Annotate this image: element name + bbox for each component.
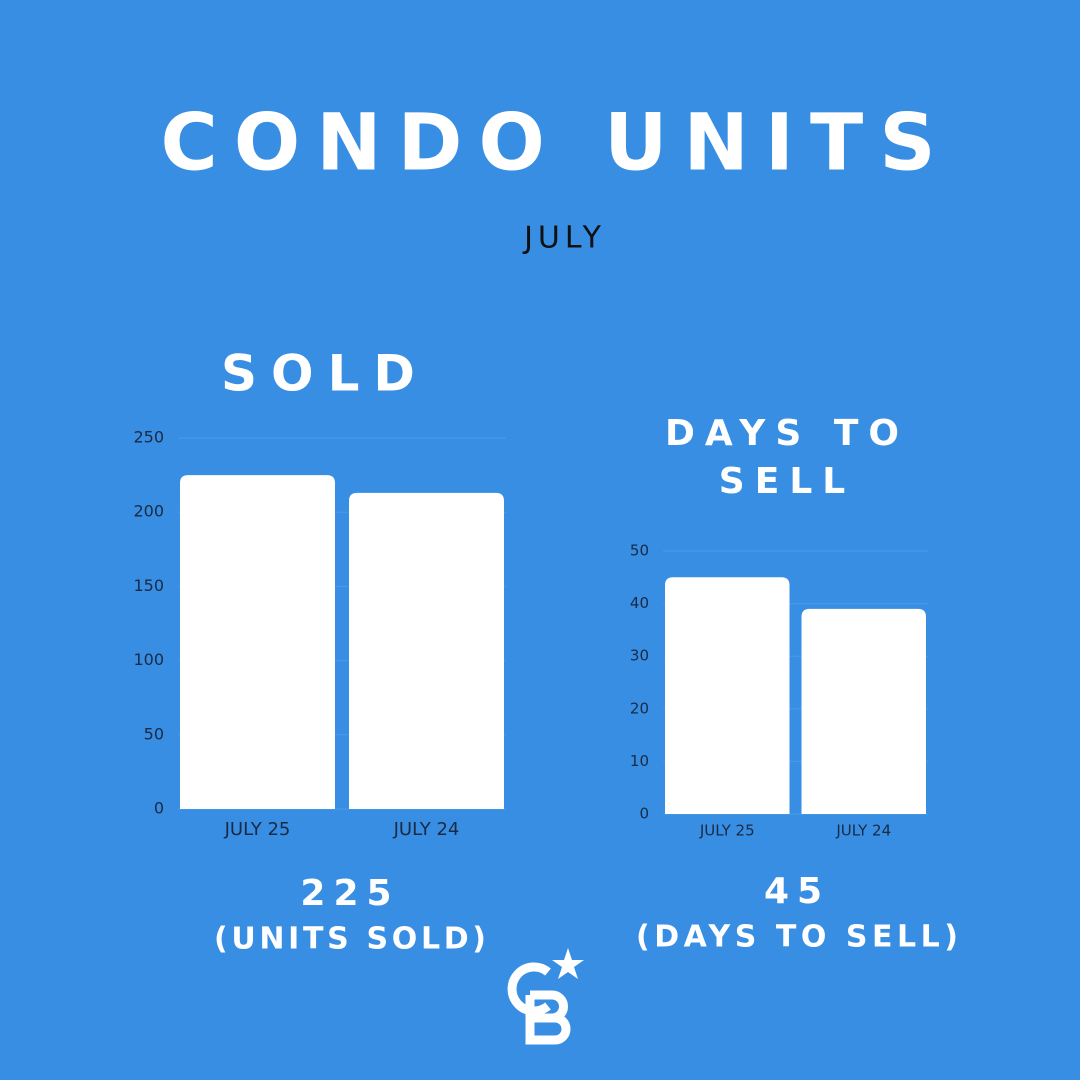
y-tick-label: 250 xyxy=(133,428,164,447)
chart-title: SOLD xyxy=(221,345,429,403)
headline-value: 225 xyxy=(300,873,399,914)
logo xyxy=(507,948,584,1045)
x-tick-label: JULY 24 xyxy=(835,822,891,840)
bar xyxy=(349,492,504,809)
annotation: (DAYS TO SELL) xyxy=(636,920,958,955)
x-tick-label: JULY 25 xyxy=(699,822,755,840)
headline-value: 45 xyxy=(764,871,830,912)
y-tick-label: 10 xyxy=(630,752,649,770)
y-tick-label: 150 xyxy=(133,576,164,595)
y-tick-label: 30 xyxy=(630,647,649,665)
main-title: CONDO UNITS xyxy=(161,98,936,188)
bar xyxy=(665,577,790,814)
y-tick-label: 0 xyxy=(639,805,649,823)
x-tick-label: JULY 24 xyxy=(393,819,460,840)
y-tick-label: 40 xyxy=(630,594,649,612)
y-tick-label: 20 xyxy=(630,699,649,717)
y-tick-label: 50 xyxy=(144,724,164,743)
y-tick-label: 0 xyxy=(154,799,164,818)
y-tick-label: 200 xyxy=(133,502,164,521)
bar xyxy=(180,475,335,809)
x-tick-label: JULY 25 xyxy=(224,819,291,840)
bar xyxy=(801,608,926,814)
annotation: (UNITS SOLD) xyxy=(214,922,486,957)
subtitle: JULY xyxy=(522,221,606,256)
y-tick-label: 100 xyxy=(133,650,164,669)
chart-title: DAYS TO SELL xyxy=(665,413,909,502)
y-tick-label: 50 xyxy=(630,542,649,560)
